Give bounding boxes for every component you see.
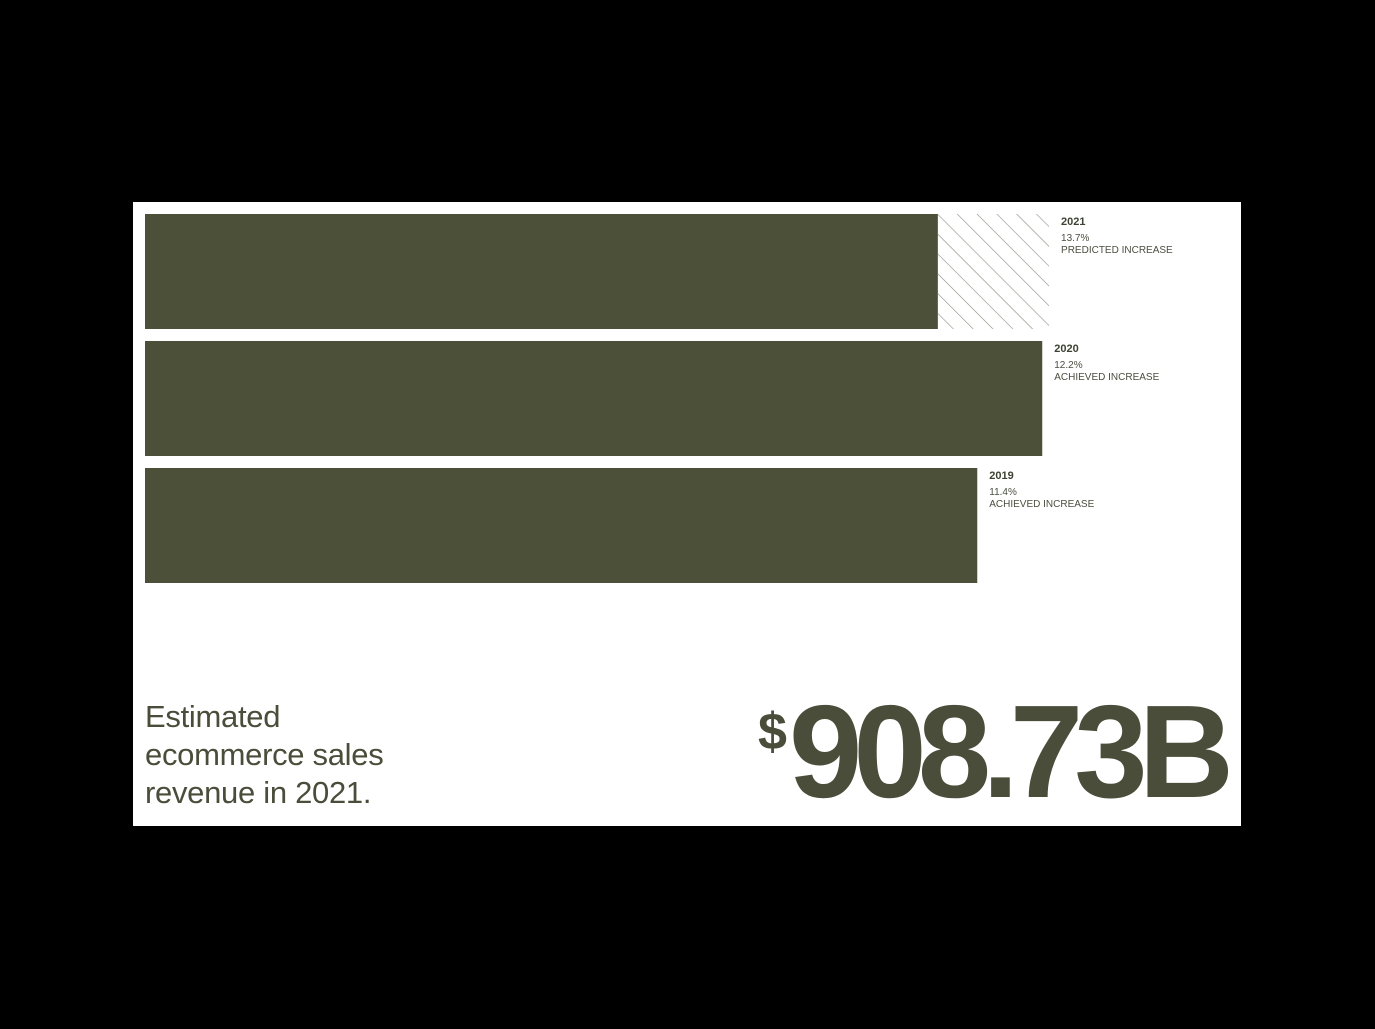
bar-label-desc-2020: ACHIEVED INCREASE	[1054, 372, 1159, 383]
bar-label-year-2021: 2021	[1061, 216, 1085, 228]
chart-card: 2021 13.7% PREDICTED INCREASE 2020 12.2% ACHI…	[133, 202, 1241, 826]
bar-label-desc-2019: ACHIEVED INCREASE	[989, 499, 1094, 510]
caption-line-1: Estimated	[145, 699, 281, 734]
bar-2021	[145, 214, 938, 329]
bar-label-year-2020: 2020	[1054, 343, 1078, 355]
caption-line-2: ecommerce sales	[145, 737, 384, 772]
currency-symbol: $	[758, 703, 787, 761]
headline-figure: $ 908.73B	[758, 678, 1234, 825]
caption: Estimated ecommerce sales revenue in 202…	[145, 698, 525, 812]
bar-label-pct-2021: 13.7%	[1061, 233, 1089, 244]
headline-amount: 908.73B	[788, 678, 1234, 825]
bar-label-year-2019: 2019	[989, 470, 1013, 482]
bar-label-desc-2021: PREDICTED INCREASE	[1061, 245, 1173, 256]
bar-label-pct-2019: 11.4%	[989, 487, 1017, 498]
bar-2019	[145, 468, 978, 583]
bar-2021-predicted-segment	[937, 214, 1050, 329]
bar-2020	[145, 341, 1043, 456]
bar-label-pct-2020: 12.2%	[1054, 360, 1082, 371]
caption-line-3: revenue in 2021.	[145, 775, 372, 810]
